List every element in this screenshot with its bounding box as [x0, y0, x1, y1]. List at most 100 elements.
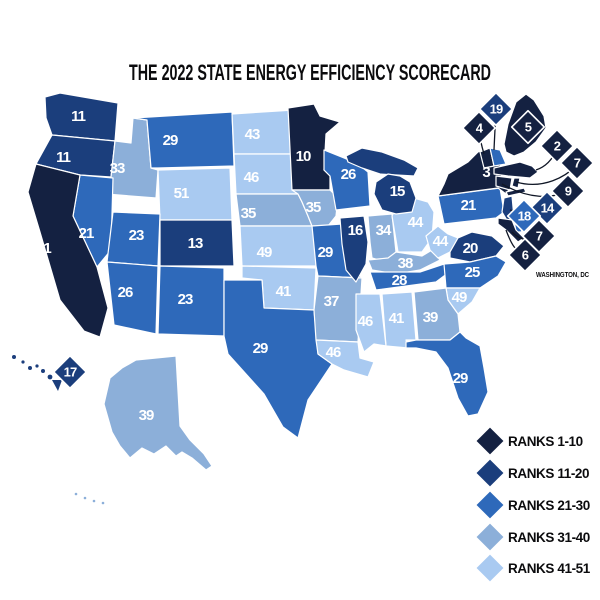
- diamond-vt: [461, 110, 497, 146]
- state-shape-nd: [231, 109, 297, 155]
- hawaii-island: [28, 366, 32, 370]
- rank-label-ok: 41: [276, 283, 291, 300]
- rank-label-id: 33: [110, 160, 125, 177]
- diamond-marker-ri: 7: [559, 145, 595, 181]
- rank-label-sc: 49: [452, 289, 467, 306]
- rank-label-ar: 37: [324, 293, 339, 310]
- legend-label-5: RANKS 41-51: [508, 561, 591, 576]
- hawaii-island: [12, 355, 16, 359]
- diamond-marker-ma: 2: [539, 128, 575, 164]
- rank-label-md: 7: [536, 229, 543, 244]
- rank-label-nc: 25: [465, 264, 480, 281]
- diamond-marker-de: 18: [506, 198, 542, 234]
- diamond-marker-me: 5: [510, 109, 546, 145]
- state-shape-mi: [373, 173, 417, 215]
- legend-row-5: RANKS 41-51: [476, 554, 591, 582]
- state-shape-fl: [405, 331, 489, 417]
- rank-label-nj: 14: [541, 201, 555, 216]
- rank-label-il: 16: [348, 222, 363, 239]
- legend-row-2: RANKS 11-20: [476, 459, 590, 487]
- diamond-marker-nh: 19: [478, 91, 514, 127]
- state-shape-ks: [239, 225, 317, 267]
- state-shape-ma: [493, 161, 539, 179]
- rank-label-dc: 6: [522, 248, 529, 263]
- legend-diamond-3: [476, 491, 504, 519]
- diamond-marker-ct: 9: [550, 173, 586, 209]
- state-shape-ca: [27, 163, 109, 338]
- aleutian-island: [92, 499, 96, 503]
- rank-label-hi: 17: [64, 365, 77, 380]
- rank-label-mo: 29: [318, 244, 333, 261]
- rank-label-wi: 26: [341, 166, 356, 183]
- diamond-ct: [550, 173, 586, 209]
- state-shape-nh: [489, 147, 507, 167]
- rank-label-wv: 44: [433, 233, 449, 250]
- rank-label-ri: 7: [574, 156, 581, 171]
- rank-label-ms: 46: [358, 313, 373, 330]
- aleutian-island: [83, 496, 87, 500]
- legend-diamond-4: [476, 523, 504, 551]
- state-shape-mi-upper: [345, 147, 419, 177]
- rank-label-in: 34: [376, 222, 392, 239]
- diamond-ri: [559, 145, 595, 181]
- diamond-marker-hi: 17: [52, 354, 88, 390]
- rank-label-mi: 15: [390, 183, 405, 200]
- rank-label-ks: 49: [257, 244, 272, 261]
- rank-label-al: 41: [389, 310, 404, 327]
- rank-label-va: 20: [463, 240, 478, 257]
- rank-label-ny: 3: [482, 164, 490, 181]
- legend-diamond-5: [476, 554, 504, 582]
- state-shape-il: [339, 215, 369, 283]
- diamond-nh: [478, 91, 514, 127]
- rank-label-de: 18: [518, 209, 531, 224]
- aleutian-island: [74, 492, 78, 496]
- rank-label-mn: 10: [296, 148, 311, 165]
- rank-label-pa: 21: [461, 197, 476, 214]
- legend-row-4: RANKS 31-40: [476, 523, 590, 551]
- state-rank-labels: 11 11 1 21 33 29 51 23 13 26 23 43 46 35…: [43, 108, 491, 424]
- rank-label-wa: 11: [71, 108, 86, 125]
- hawaii-island: [21, 360, 25, 364]
- rank-label-sd: 46: [244, 169, 259, 186]
- washington-dc-caption: WASHINGTON, DC: [536, 272, 589, 279]
- rank-label-la: 46: [326, 344, 341, 361]
- rank-label-co: 13: [188, 235, 203, 252]
- rank-label-ct: 9: [565, 184, 572, 199]
- legend-label-3: RANKS 21-30: [508, 498, 590, 513]
- diamond-hi: [52, 354, 88, 390]
- diamond-dc: [507, 237, 543, 273]
- legend-label-4: RANKS 31-40: [508, 530, 590, 545]
- hawaii-island: [41, 369, 45, 373]
- state-shape-ri: [511, 177, 521, 189]
- aleutian-island: [101, 501, 105, 505]
- diamond-marker-dc: 6: [507, 237, 543, 273]
- state-shape-mt: [132, 111, 235, 169]
- rank-label-oh: 44: [408, 214, 424, 231]
- rank-label-mt: 29: [163, 132, 178, 149]
- rank-label-vt: 4: [476, 121, 484, 136]
- legend-label-2: RANKS 11-20: [508, 466, 589, 481]
- rank-label-ma: 2: [554, 139, 561, 154]
- rank-label-tn: 28: [392, 272, 407, 289]
- rank-label-ga: 39: [423, 309, 438, 326]
- rank-label-tx: 29: [253, 340, 268, 357]
- state-shape-co: [159, 219, 235, 267]
- rank-label-me: 5: [525, 120, 532, 135]
- state-shape-az: [106, 261, 159, 335]
- diamond-markers: 19 4 5 2 7 9 14 18: [52, 91, 595, 390]
- state-shape-la: [315, 339, 375, 378]
- rank-label-ky: 38: [398, 255, 413, 272]
- diamond-de: [506, 198, 542, 234]
- legend-diamond-1: [476, 427, 504, 455]
- rank-label-nv: 21: [79, 225, 94, 242]
- rank-label-fl: 29: [453, 370, 468, 387]
- state-shape-ak: [103, 355, 213, 471]
- chart-title: THE 2022 STATE ENERGY EFFICIENCY SCORECA…: [129, 60, 491, 85]
- hawaii-big-island: [52, 380, 62, 391]
- diamond-marker-vt: 4: [461, 110, 497, 146]
- legend-row-1: RANKS 1-10: [476, 427, 583, 455]
- rank-label-nd: 43: [245, 126, 260, 143]
- diamond-me: [510, 109, 546, 145]
- legend-diamond-2: [476, 459, 504, 487]
